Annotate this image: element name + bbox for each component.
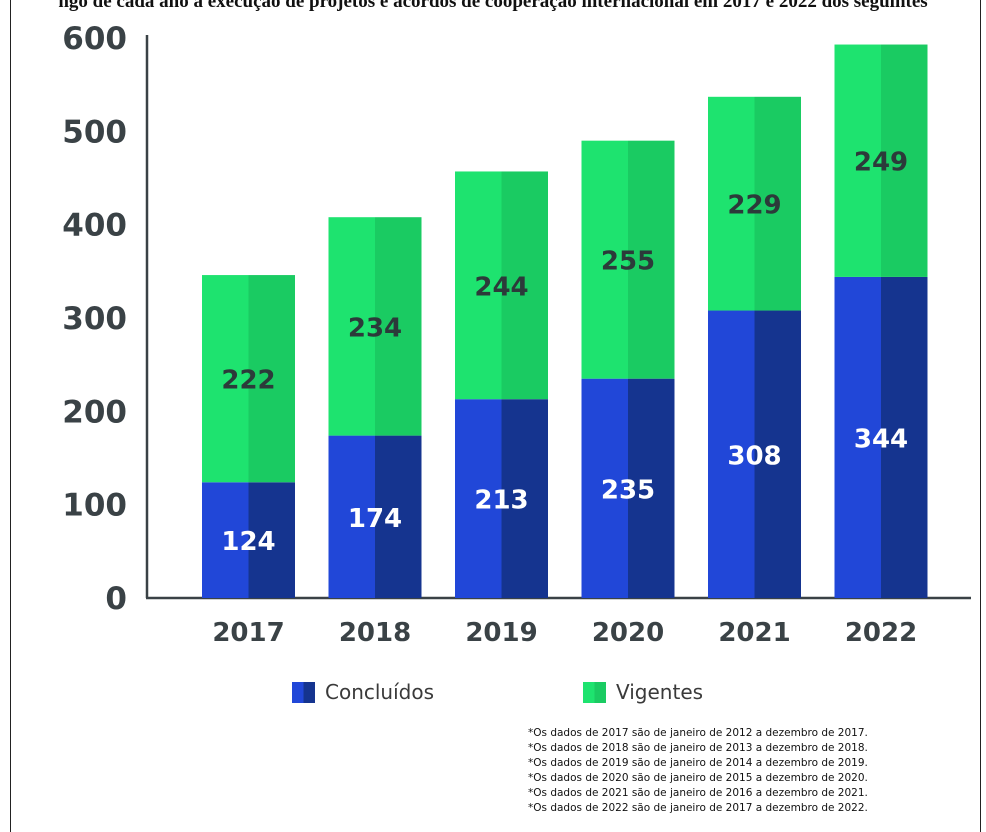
y-tick-label: 200 [62, 394, 127, 430]
bar-concluidos-shade [754, 310, 801, 598]
bar-concluidos-shade [881, 276, 928, 598]
bar-concluidos-shade [501, 399, 548, 598]
y-tick-label: 300 [62, 301, 127, 337]
data-label-vigentes: 222 [221, 366, 275, 396]
bar-vigentes-shade [501, 171, 548, 400]
bar-concluidos-shade [628, 378, 675, 598]
footnote: *Os dados de 2019 são de janeiro de 2014… [528, 757, 868, 769]
legend-swatch-vigentes [583, 681, 606, 703]
data-label-vigentes: 249 [854, 148, 908, 178]
y-tick-label: 500 [62, 114, 127, 150]
y-tick-label: 600 [62, 21, 127, 57]
data-label-concluidos: 174 [348, 504, 402, 534]
footnote: *Os dados de 2021 são de janeiro de 2016… [528, 787, 868, 799]
footnote: *Os dados de 2020 são de janeiro de 2015… [528, 772, 868, 784]
top-caption: ngo de cada ano a execução de projetos e… [58, 0, 928, 12]
x-tick-label: 2017 [212, 618, 284, 648]
bar-vigentes-shade [375, 217, 422, 436]
bar-concluidos [202, 482, 249, 598]
y-tick-label: 400 [62, 208, 127, 244]
data-label-concluidos: 308 [727, 441, 781, 471]
bar-vigentes [581, 140, 628, 379]
data-label-vigentes: 229 [727, 191, 781, 221]
legend-concluidos: Concluídos [292, 679, 434, 705]
legend-label-concluidos: Concluídos [325, 680, 435, 704]
x-tick-label: 2022 [845, 618, 917, 648]
frame-left-border [10, 0, 11, 832]
y-axis-ticks: 0 100 200 300 400 500 600 [62, 21, 127, 617]
bar-vigentes [834, 44, 881, 277]
legend-label-vigentes: Vigentes [616, 680, 704, 704]
bar-vigentes [455, 171, 502, 400]
data-label-vigentes: 244 [474, 272, 528, 302]
x-tick-label: 2020 [592, 618, 664, 648]
data-label-vigentes: 234 [348, 313, 402, 343]
data-label-concluidos: 235 [601, 475, 655, 505]
bar-concluidos-shade [248, 482, 295, 598]
frame-right-border [980, 0, 981, 832]
bar-concluidos [708, 310, 755, 598]
legend-vigentes: Vigentes [583, 679, 703, 705]
bar-concluidos-shade [375, 435, 422, 598]
x-tick-label: 2021 [718, 618, 790, 648]
bar-vigentes [708, 96, 755, 311]
bar-concluidos [328, 435, 375, 598]
footnote: *Os dados de 2018 são de janeiro de 2013… [528, 742, 868, 754]
bar-vigentes [202, 275, 249, 483]
legend-swatch-concluidos [292, 681, 315, 703]
bar-concluidos [455, 399, 502, 598]
x-tick-label: 2018 [339, 618, 411, 648]
bar-vigentes-shade [628, 140, 675, 379]
data-label-concluidos: 213 [474, 486, 528, 516]
bar-vigentes-shade [248, 275, 295, 483]
bar-concluidos [581, 378, 628, 598]
data-label-concluidos: 344 [854, 424, 908, 454]
x-axis-labels: 2017 2018 2019 2020 2021 2022 [212, 618, 917, 648]
bar-vigentes [328, 217, 375, 436]
bar-vigentes-shade [881, 44, 928, 277]
y-tick-label: 100 [62, 488, 127, 524]
x-tick-label: 2019 [465, 618, 537, 648]
footnote: *Os dados de 2022 são de janeiro de 2017… [528, 802, 868, 814]
bars-group: 124 222 174 234 213 244 235 255 308 229 344 249 [202, 44, 928, 598]
data-label-vigentes: 255 [601, 247, 655, 277]
data-label-concluidos: 124 [221, 527, 275, 557]
bar-vigentes-shade [754, 96, 801, 311]
footnote: *Os dados de 2017 são de janeiro de 2012… [528, 727, 868, 739]
bar-concluidos [834, 276, 881, 598]
footnotes: *Os dados de 2017 são de janeiro de 2012… [528, 726, 978, 816]
y-tick-label: 0 [105, 581, 127, 617]
